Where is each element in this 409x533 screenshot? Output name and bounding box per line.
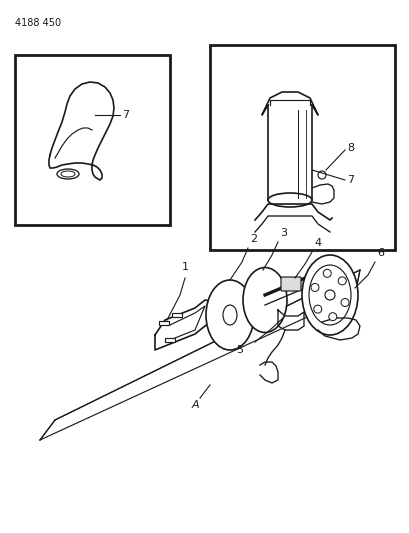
Text: 1: 1 [182,262,189,272]
Ellipse shape [61,171,75,177]
Bar [164,338,175,342]
Circle shape [322,269,330,277]
Text: 5: 5 [236,345,243,355]
Bar [15,55,170,225]
Ellipse shape [205,280,254,350]
Text: 8: 8 [346,143,353,153]
Text: A: A [191,400,198,410]
Ellipse shape [222,305,236,325]
FancyBboxPatch shape [280,277,300,291]
Text: 4188 450: 4188 450 [15,18,61,28]
Ellipse shape [267,193,311,207]
Bar [209,45,394,250]
Ellipse shape [308,265,350,325]
Circle shape [328,313,336,321]
Circle shape [324,290,334,300]
Bar [172,313,182,317]
Circle shape [337,277,346,285]
Ellipse shape [57,169,79,179]
Text: 4: 4 [313,238,320,248]
Text: 2: 2 [249,234,256,244]
Circle shape [340,298,348,306]
Bar [159,321,169,325]
Text: 7: 7 [346,175,353,185]
Ellipse shape [243,268,286,333]
Ellipse shape [301,255,357,335]
Text: 7: 7 [122,110,129,120]
Circle shape [310,284,318,292]
Text: 6: 6 [376,248,383,258]
Circle shape [317,171,325,179]
Circle shape [313,305,321,313]
Text: 3: 3 [279,228,286,238]
